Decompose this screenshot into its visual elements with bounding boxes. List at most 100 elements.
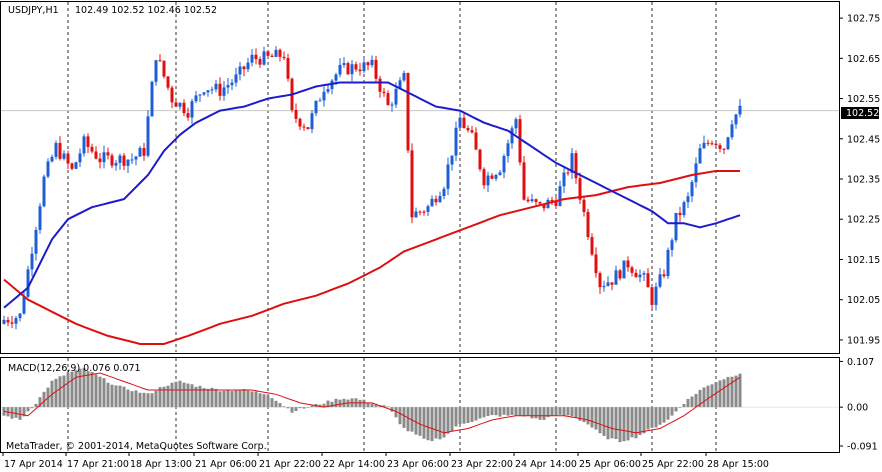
bear-candle bbox=[590, 237, 594, 255]
chart-header-symbol: USDJPY,H1 bbox=[8, 5, 59, 16]
macd-histogram-bar bbox=[78, 368, 82, 408]
macd-histogram-bar bbox=[558, 407, 562, 415]
macd-histogram-bar bbox=[646, 407, 650, 430]
macd-histogram-bar bbox=[426, 407, 430, 441]
bull-candle bbox=[274, 49, 278, 57]
macd-histogram-bar bbox=[286, 407, 290, 409]
bull-candle bbox=[670, 240, 674, 250]
bear-candle bbox=[474, 132, 478, 150]
bear-candle bbox=[266, 51, 270, 56]
bear-candle bbox=[386, 93, 390, 106]
bull-candle bbox=[238, 66, 242, 75]
bull-candle bbox=[638, 274, 642, 278]
macd-histogram-bar bbox=[534, 407, 538, 419]
bull-candle bbox=[42, 176, 46, 207]
time-tick-label: 28 Apr 15:00 bbox=[707, 459, 769, 470]
macd-histogram-bar bbox=[326, 400, 330, 408]
bull-candle bbox=[682, 202, 686, 216]
bear-candle bbox=[418, 211, 422, 213]
bull-candle bbox=[674, 212, 678, 241]
bull-candle bbox=[370, 59, 374, 66]
bull-candle bbox=[22, 296, 26, 314]
macd-histogram-bar bbox=[430, 407, 434, 442]
price-tick-label: 101.95 bbox=[847, 335, 880, 346]
bear-candle bbox=[358, 69, 362, 72]
bull-candle bbox=[606, 282, 610, 286]
macd-histogram-bar bbox=[106, 382, 110, 408]
macd-histogram-bar bbox=[98, 376, 102, 408]
macd-histogram-bar bbox=[634, 407, 638, 439]
bear-candle bbox=[110, 155, 114, 166]
bear-candle bbox=[598, 273, 602, 288]
macd-histogram-bar bbox=[130, 391, 134, 408]
bull-candle bbox=[654, 286, 658, 305]
bear-candle bbox=[10, 322, 14, 324]
bull-candle bbox=[206, 90, 210, 93]
macd-histogram-bar bbox=[610, 407, 614, 439]
price-tick-label: 102.35 bbox=[847, 175, 880, 186]
macd-histogram-bar bbox=[402, 407, 406, 428]
macd-histogram-bar bbox=[714, 382, 718, 408]
bear-candle bbox=[278, 49, 282, 57]
bear-candle bbox=[254, 54, 258, 60]
macd-histogram-bar bbox=[502, 407, 506, 415]
bear-candle bbox=[578, 178, 582, 200]
price-axis: 102.75 102.65 102.55 102.45 102.35 102.25 102.… bbox=[839, 14, 880, 453]
bull-candle bbox=[338, 64, 342, 75]
macd-histogram-bar bbox=[146, 393, 150, 408]
macd-histogram-bar bbox=[270, 398, 274, 408]
macd-histogram-bar bbox=[198, 385, 202, 408]
bull-candle bbox=[698, 148, 702, 164]
bull-candle bbox=[62, 153, 66, 159]
macd-histogram-bar bbox=[538, 407, 542, 420]
bear-candle bbox=[554, 201, 558, 206]
macd-histogram-bar bbox=[282, 406, 286, 408]
macd-histogram-bar bbox=[406, 407, 410, 432]
macd-histogram-bar bbox=[150, 393, 154, 408]
bull-candle bbox=[226, 85, 230, 88]
macd-histogram-bar bbox=[658, 407, 662, 425]
bull-candle bbox=[222, 87, 226, 96]
bull-candle bbox=[726, 137, 730, 150]
bear-candle bbox=[174, 102, 178, 107]
macd-histogram-bar bbox=[390, 407, 394, 412]
macd-histogram-bar bbox=[382, 405, 386, 408]
macd-histogram-bar bbox=[694, 393, 698, 408]
macd-histogram-bar bbox=[290, 407, 294, 413]
macd-histogram-bar bbox=[190, 384, 194, 408]
macd-histogram-bar bbox=[226, 389, 230, 408]
bear-candle bbox=[302, 126, 306, 128]
bear-candle bbox=[534, 199, 538, 202]
bear-candle bbox=[650, 287, 654, 305]
macd-histogram-bar bbox=[334, 398, 338, 408]
macd-histogram-bar bbox=[330, 401, 334, 408]
macd-histogram-bar bbox=[122, 386, 126, 408]
bull-candle bbox=[150, 81, 154, 117]
bull-candle bbox=[666, 249, 670, 277]
macd-histogram-bar bbox=[222, 390, 226, 408]
time-tick-label: 22 Apr 14:00 bbox=[323, 459, 385, 470]
macd-histogram-bar bbox=[242, 389, 246, 408]
bear-candle bbox=[86, 136, 90, 147]
macd-histogram-bar bbox=[30, 407, 34, 409]
bear-candle bbox=[478, 149, 482, 170]
bear-candle bbox=[538, 201, 542, 204]
macd-histogram-bar bbox=[110, 384, 114, 408]
macd-histogram-bar bbox=[154, 390, 158, 408]
bull-candle bbox=[34, 229, 38, 254]
bear-candle bbox=[422, 211, 426, 213]
macd-histogram-bar bbox=[386, 406, 390, 408]
bull-candle bbox=[18, 313, 22, 319]
bull-candle bbox=[402, 72, 406, 81]
macd-histogram-bar bbox=[134, 390, 138, 408]
bull-candle bbox=[398, 80, 402, 89]
price-tick-label: 102.25 bbox=[847, 215, 880, 226]
macd-histogram-bar bbox=[238, 390, 242, 408]
bull-candle bbox=[510, 128, 514, 144]
bull-candle bbox=[658, 274, 662, 287]
macd-histogram-bar bbox=[114, 385, 118, 408]
bull-candle bbox=[262, 51, 266, 65]
bear-candle bbox=[94, 151, 98, 159]
macd-histogram-bar bbox=[74, 370, 78, 408]
